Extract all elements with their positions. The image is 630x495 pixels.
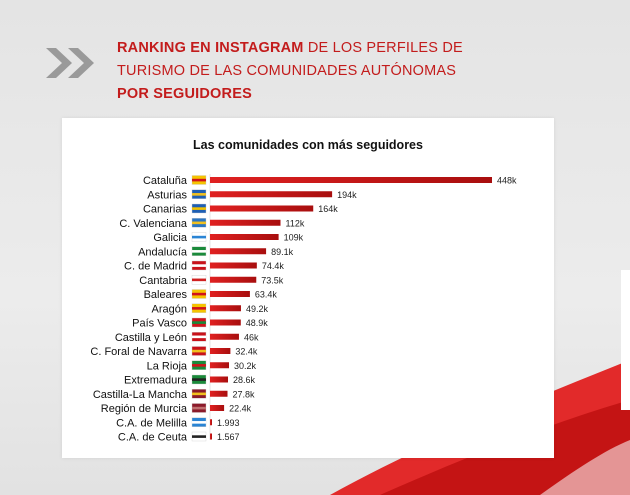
region-flag-icon (191, 403, 207, 413)
category-label: Asturias (147, 189, 187, 201)
category-label: Región de Murcia (101, 403, 188, 415)
value-label: 48.9k (246, 318, 269, 328)
value-label: 74.4k (262, 261, 285, 271)
bar (210, 305, 241, 312)
value-label: 22.4k (229, 404, 252, 414)
value-label: 46k (244, 332, 259, 342)
category-label: Cataluña (143, 175, 188, 187)
page-headline: RANKING EN INSTAGRAM DE LOS PERFILES DE … (117, 37, 517, 106)
value-label: 109k (284, 233, 304, 243)
value-label: 27.8k (232, 389, 255, 399)
category-label: C. de Madrid (124, 261, 187, 273)
region-flag-icon (191, 317, 207, 328)
category-label: Castilla-La Mancha (93, 389, 188, 401)
category-label: Baleares (144, 289, 188, 301)
bar (210, 433, 212, 440)
headline-line2: TURISMO DE LAS COMUNIDADES AUTÓNOMAS (117, 63, 457, 79)
region-flag-icon (191, 431, 207, 442)
region-flag-icon (191, 360, 207, 370)
value-label: 49.2k (246, 304, 269, 314)
category-label: C. Valenciana (119, 218, 188, 230)
category-label: Aragón (152, 303, 187, 315)
page-edge-strip (621, 270, 630, 410)
bar (210, 333, 239, 340)
bar (210, 348, 231, 354)
value-label: 112k (286, 218, 305, 228)
value-label: 194k (337, 190, 357, 200)
bar (210, 276, 257, 283)
bar (210, 362, 230, 369)
region-flag-icon (191, 374, 207, 385)
headline-line3-bold: POR SEGUIDORES (117, 86, 252, 102)
region-flag-icon (191, 232, 207, 242)
bar (210, 390, 228, 397)
region-flag-icon (191, 175, 207, 185)
category-label: C. Foral de Navarra (90, 346, 187, 358)
headline-line1-rest: DE LOS PERFILES DE (303, 40, 463, 56)
category-label: C.A. de Ceuta (118, 432, 188, 444)
bar (210, 248, 267, 255)
region-flag-icon (191, 346, 207, 356)
bar (210, 234, 279, 240)
bar (210, 262, 257, 269)
bar (210, 191, 333, 198)
value-label: 32.4k (235, 347, 258, 357)
bar (210, 419, 212, 426)
category-label: C.A. de Melilla (116, 417, 188, 429)
region-flag-icon (191, 203, 207, 214)
category-label: Andalucía (138, 246, 188, 258)
bar (210, 205, 314, 212)
bar (210, 405, 225, 411)
headline-line1-bold: RANKING EN INSTAGRAM (117, 40, 304, 56)
category-label: País Vasco (132, 318, 187, 330)
category-label: Extremadura (124, 375, 188, 387)
value-label: 1.993 (217, 418, 240, 428)
bar (210, 319, 241, 326)
value-label: 1.567 (217, 432, 240, 442)
chart-title: Las comunidades con más seguidores (193, 138, 423, 152)
bar-chart: Cataluña 448k Asturias 194k Canarias 164k C. V… (90, 174, 517, 444)
value-label: 73.5k (261, 275, 284, 285)
region-flag-icon (191, 417, 207, 427)
region-flag-icon (191, 275, 207, 285)
category-label: Castilla y León (115, 332, 187, 344)
category-label: Cantabria (139, 275, 188, 287)
region-flag-icon (191, 289, 207, 299)
region-flag-icon (191, 218, 207, 228)
region-flag-icon (191, 246, 207, 256)
chevron-arrows-icon (46, 48, 94, 78)
category-label: Canarias (143, 204, 188, 216)
region-flag-icon (191, 389, 207, 399)
chart-card: Las comunidades con más seguidores Catal… (62, 118, 554, 458)
bar (210, 291, 250, 297)
bar (210, 376, 229, 383)
category-label: Galicia (153, 232, 188, 244)
category-label: La Rioja (147, 360, 188, 372)
value-label: 30.2k (234, 361, 257, 371)
bar (210, 177, 492, 183)
bar (210, 219, 281, 226)
region-flag-icon (191, 189, 207, 199)
region-flag-icon (191, 303, 207, 313)
value-label: 448k (497, 176, 517, 186)
region-flag-icon (191, 332, 207, 342)
region-flag-icon (191, 260, 207, 271)
value-label: 89.1k (271, 247, 294, 257)
value-label: 28.6k (233, 375, 256, 385)
value-label: 63.4k (255, 290, 278, 300)
value-label: 164k (318, 204, 338, 214)
